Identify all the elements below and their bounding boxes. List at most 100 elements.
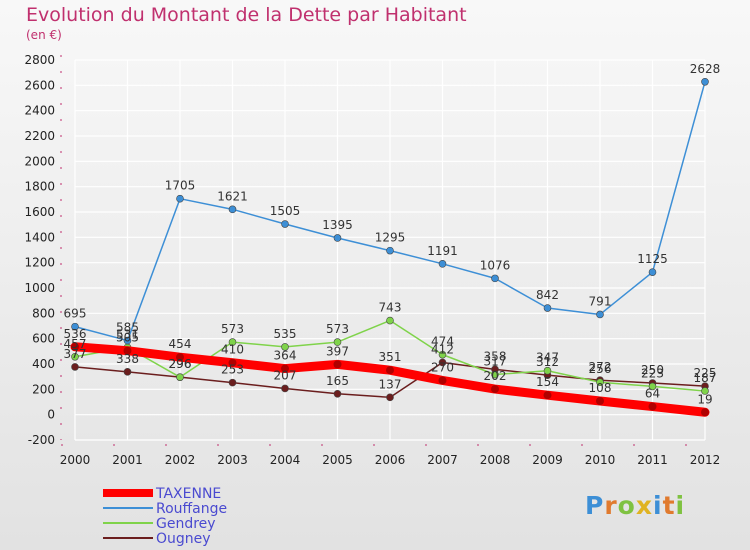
- x-tick-label: 2005: [322, 453, 353, 467]
- data-label: 1295: [375, 231, 406, 245]
- x-tick-label: 2012: [690, 453, 721, 467]
- proxiti-logo: Proxiti: [585, 491, 685, 520]
- data-label: 505: [116, 331, 139, 345]
- y-tick-label: 2800: [24, 53, 55, 67]
- data-point-taxenne: [228, 358, 237, 367]
- axes: -200 0 200 400 600 800 1000 1200 1400 1600 1800 200…: [24, 53, 720, 467]
- data-label: 397: [326, 344, 349, 358]
- data-point-gendrey: [281, 343, 289, 351]
- data-label: 1076: [480, 258, 511, 272]
- grid-lines: [74, 59, 706, 441]
- data-point-gendrey: [491, 370, 499, 379]
- data-label: 223: [641, 366, 664, 380]
- data-point-gendrey: [438, 350, 447, 359]
- x-tick-label: 2002: [165, 453, 196, 467]
- data-label: 1125: [637, 252, 668, 266]
- data-label: 1621: [217, 189, 248, 203]
- legend-label-ougney: Ougney: [156, 531, 211, 547]
- y-tick-label: 2600: [24, 78, 55, 92]
- data-label: 573: [221, 322, 244, 336]
- y-tick-label: 2200: [24, 129, 55, 143]
- data-point-taxenne: [701, 408, 709, 417]
- y-tick-label: 200: [32, 382, 55, 396]
- y-tick-label: 2400: [24, 104, 55, 118]
- data-label: 187: [694, 371, 717, 385]
- y-tick-label: 2000: [24, 154, 55, 168]
- x-tick-label: 2008: [480, 453, 511, 467]
- y-tick-label: 1400: [24, 230, 55, 244]
- data-point-gendrey: [701, 387, 709, 395]
- x-tick-label: 2003: [217, 453, 248, 467]
- logo-letter: P: [585, 491, 605, 520]
- data-point-rouffange: [701, 77, 709, 86]
- data-point-taxenne: [596, 396, 604, 405]
- legend-label-gendrey: Gendrey: [156, 516, 216, 532]
- data-point-gendrey: [228, 338, 237, 346]
- logo-letter: i: [675, 491, 686, 520]
- x-tick-label: 2000: [60, 453, 91, 467]
- legend-label-taxenne: TAXENNE: [155, 486, 221, 502]
- data-label: 358: [484, 349, 507, 363]
- data-point-taxenne: [176, 353, 184, 362]
- data-point-gendrey: [333, 338, 342, 346]
- data-label: 457: [64, 337, 87, 351]
- x-tick-label: 2001: [112, 453, 143, 467]
- data-label: 137: [379, 377, 402, 391]
- data-point-rouffange: [71, 322, 79, 331]
- series-layer: [70, 77, 710, 417]
- logo-letter: i: [653, 491, 663, 520]
- data-label: 165: [326, 374, 349, 388]
- data-label: 1705: [165, 179, 196, 193]
- chart-subtitle: (en €): [26, 28, 62, 42]
- data-labels: 536 505 454 410 364 397 351 270 202 154 108 64 19 695…: [64, 62, 721, 406]
- y-tick-label: 400: [32, 357, 55, 371]
- data-point-taxenne: [281, 364, 289, 373]
- data-label: 454: [169, 337, 192, 351]
- y-tick-label: 600: [32, 332, 55, 346]
- data-point-taxenne: [386, 366, 394, 375]
- data-label: 312: [536, 355, 559, 369]
- logo-letter: r: [604, 491, 618, 520]
- data-label: 1191: [427, 244, 458, 258]
- data-label: 531: [116, 327, 139, 341]
- logo-letter: t: [662, 491, 676, 520]
- data-label: 585: [116, 321, 139, 335]
- data-label: 296: [169, 357, 192, 371]
- data-label: 317: [484, 355, 507, 369]
- data-point-ougney: [71, 363, 79, 371]
- data-label: 377: [64, 347, 87, 361]
- chart-title: Evolution du Montant de la Dette par Hab…: [26, 4, 467, 26]
- y-tick-label: 1600: [24, 205, 55, 219]
- data-label: 272: [589, 360, 612, 374]
- data-label: 474: [431, 335, 454, 349]
- y-tick-label: 1000: [24, 281, 55, 295]
- data-point-ougney: [333, 389, 342, 398]
- data-point-ougney: [386, 393, 394, 402]
- data-point-gendrey: [543, 366, 552, 375]
- data-label: 2628: [690, 62, 721, 76]
- data-label: 695: [64, 307, 87, 321]
- data-label: 536: [64, 327, 87, 341]
- data-point-rouffange: [543, 304, 552, 312]
- data-point-rouffange: [491, 274, 499, 283]
- data-point-taxenne: [71, 342, 79, 351]
- y-tick-label: 1200: [24, 256, 55, 270]
- x-tick-label: 2007: [427, 453, 458, 467]
- data-point-rouffange: [596, 310, 604, 319]
- data-label: 364: [274, 349, 297, 363]
- data-point-taxenne: [543, 391, 552, 400]
- data-point-rouffange: [281, 220, 289, 228]
- data-point-gendrey: [648, 382, 657, 391]
- data-label: 1505: [270, 204, 301, 218]
- data-label: 412: [431, 342, 454, 356]
- data-point-gendrey: [176, 373, 184, 381]
- data-label: 351: [379, 350, 402, 364]
- data-label: 347: [536, 351, 559, 365]
- data-label: 296: [169, 357, 192, 371]
- y-tick-label: -200: [28, 433, 55, 447]
- data-point-taxenne: [438, 376, 447, 385]
- data-label: 270: [431, 360, 454, 374]
- data-point-taxenne: [491, 385, 499, 394]
